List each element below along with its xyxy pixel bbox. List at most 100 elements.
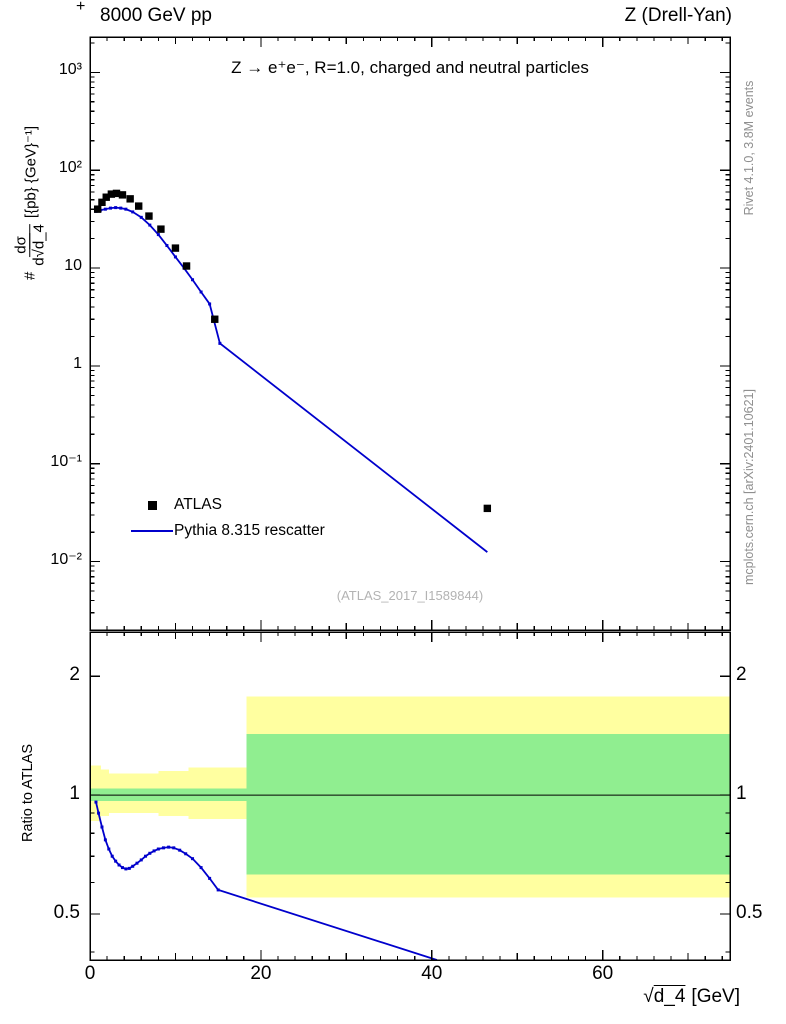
pythia-point-marker bbox=[191, 278, 195, 282]
y-tick-label: 1 bbox=[73, 354, 82, 372]
ratio-tick-label-right: 1 bbox=[736, 783, 747, 805]
ratio-point-marker bbox=[152, 849, 156, 853]
atlas-data-point bbox=[157, 225, 165, 233]
pythia-point-marker bbox=[165, 244, 169, 248]
y-axis-label: # dσ d√d_4 [{pb} {GeV}⁻¹] bbox=[12, 126, 48, 280]
rivet-version-note: Rivet 4.1.0, 3.8M events bbox=[742, 80, 756, 216]
atlas-markers bbox=[93, 189, 492, 513]
legend-label-atlas: ATLAS bbox=[174, 496, 222, 513]
atlas-data-point bbox=[135, 202, 143, 210]
y-tick-label: 10³ bbox=[58, 61, 82, 79]
pythia-point-marker bbox=[199, 290, 203, 294]
legend-entry-atlas: ATLAS bbox=[130, 492, 325, 518]
ratio-panel-frame bbox=[89, 631, 731, 961]
ratio-point-marker bbox=[139, 858, 143, 862]
ratio-point-marker bbox=[148, 851, 152, 855]
ratio-point-marker bbox=[216, 888, 220, 892]
ratio-point-marker bbox=[103, 838, 107, 842]
ratio-point-marker bbox=[100, 825, 104, 829]
y-tick-label: 10⁻¹ bbox=[50, 452, 82, 470]
pythia-point-marker bbox=[156, 233, 160, 237]
atlas-data-point bbox=[182, 262, 191, 270]
ratio-point-marker bbox=[94, 800, 98, 804]
ratio-point-marker bbox=[208, 876, 212, 880]
atlas-data-point bbox=[102, 193, 110, 201]
ratio-tick-label-right: 2 bbox=[736, 664, 747, 686]
x-tick-label: 60 bbox=[592, 963, 614, 984]
y-tick-label: 10 bbox=[64, 257, 82, 275]
legend-label-pythia: Pythia 8.315 rescatter bbox=[174, 522, 325, 539]
ratio-point-marker bbox=[167, 845, 171, 849]
x-axis-variable: d_4 bbox=[653, 986, 686, 1007]
ratio-tick-label-left: 1 bbox=[69, 783, 80, 805]
pythia-point-marker bbox=[119, 206, 123, 210]
analysis-watermark: (ATLAS_2017_I1589844) bbox=[336, 588, 484, 603]
ratio-point-marker bbox=[114, 859, 118, 863]
ratio-point-marker bbox=[124, 867, 128, 871]
ratio-point-marker bbox=[184, 852, 188, 856]
x-axis-unit: [GeV] bbox=[691, 986, 740, 1007]
ratio-tick-label-right: 0.5 bbox=[736, 901, 763, 923]
atlas-data-point bbox=[112, 189, 121, 198]
ratio-line bbox=[95, 801, 438, 961]
x-tick-label: 20 bbox=[250, 963, 272, 984]
atlas-data-point bbox=[171, 244, 180, 252]
ratio-tick-label-left: 0.5 bbox=[53, 901, 80, 923]
ratio-point-marker bbox=[127, 866, 131, 870]
sqrt-sign: √ bbox=[643, 986, 654, 1007]
top-panel-frame bbox=[89, 36, 731, 631]
ratio-line-markers bbox=[94, 800, 220, 892]
ratio-point-marker bbox=[131, 864, 135, 868]
ratio-point-marker bbox=[172, 846, 176, 850]
ratio-point-marker bbox=[135, 861, 139, 865]
ratio-point-marker bbox=[107, 847, 111, 851]
uncertainty-bands bbox=[90, 696, 731, 898]
atlas-data-point bbox=[211, 315, 219, 323]
legend-entry-pythia: Pythia 8.315 rescatter bbox=[130, 518, 325, 544]
process-label: Z (Drell-Yan) bbox=[624, 5, 732, 26]
y-tick-label: 10² bbox=[58, 159, 82, 177]
pythia-point-marker bbox=[131, 210, 135, 214]
atlas-marker-swatch bbox=[130, 500, 174, 510]
plot-title: Z → e⁺e⁻, R=1.0, charged and neutral par… bbox=[231, 58, 589, 77]
ratio-point-marker bbox=[199, 866, 203, 870]
pythia-point-marker bbox=[109, 206, 113, 210]
atlas-data-point bbox=[145, 212, 153, 220]
pythia-point-marker bbox=[124, 207, 128, 211]
ratio-point-marker bbox=[97, 811, 101, 815]
green-band-region bbox=[246, 733, 731, 875]
pythia-point-marker bbox=[103, 207, 107, 211]
pythia-point-marker bbox=[208, 302, 212, 306]
x-axis-label: √d_4 [GeV] bbox=[643, 986, 740, 1008]
mcplots-arxiv-note: mcplots.cern.ch [arXiv:2401.10621] bbox=[742, 389, 756, 585]
pythia-point-marker bbox=[139, 215, 143, 219]
pythia-line-swatch bbox=[130, 530, 174, 532]
atlas-data-point bbox=[107, 190, 116, 198]
legend: ATLAS Pythia 8.315 rescatter bbox=[130, 492, 325, 544]
atlas-data-point bbox=[98, 198, 106, 207]
ratio-point-marker bbox=[191, 857, 195, 861]
beam-energy-label: 8000 GeV pp bbox=[100, 5, 212, 26]
canvas-corner-marker: + bbox=[76, 0, 86, 15]
x-tick-label: 0 bbox=[84, 963, 96, 984]
ratio-tick-label-left: 2 bbox=[69, 664, 80, 686]
atlas-data-point bbox=[483, 504, 492, 513]
atlas-data-point bbox=[93, 205, 102, 213]
atlas-data-point bbox=[126, 195, 134, 203]
ratio-point-marker bbox=[178, 848, 182, 852]
y-axis-label-numerator: dσ bbox=[12, 233, 31, 257]
ratio-point-marker bbox=[161, 846, 165, 850]
ratio-point-marker bbox=[120, 866, 124, 870]
y-tick-label: 10⁻² bbox=[50, 550, 82, 568]
pythia-point-marker bbox=[114, 206, 118, 210]
pythia-point-marker bbox=[148, 223, 152, 227]
axis-ticks bbox=[89, 37, 730, 960]
ratio-point-marker bbox=[110, 854, 114, 858]
x-tick-label: 40 bbox=[421, 963, 443, 984]
ratio-point-marker bbox=[156, 847, 160, 851]
atlas-data-point bbox=[118, 191, 127, 199]
pythia-point-marker bbox=[218, 341, 222, 345]
ratio-point-marker bbox=[117, 863, 121, 867]
